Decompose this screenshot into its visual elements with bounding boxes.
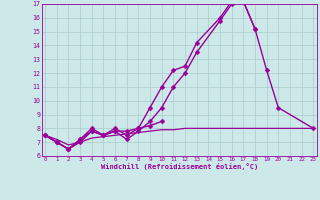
X-axis label: Windchill (Refroidissement éolien,°C): Windchill (Refroidissement éolien,°C) <box>100 164 258 170</box>
